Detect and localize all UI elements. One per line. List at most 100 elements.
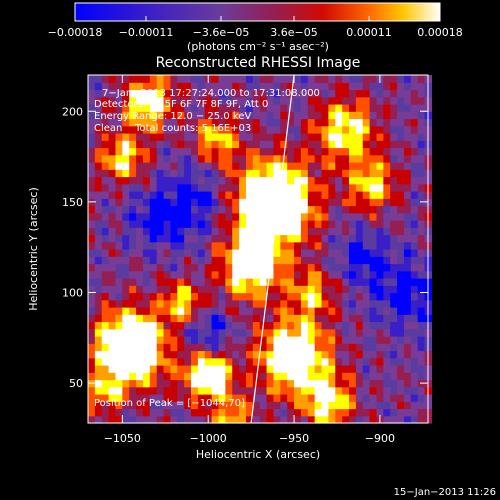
heatmap-cell	[129, 183, 137, 192]
heatmap-cell	[266, 241, 275, 250]
heatmap-cell	[349, 394, 357, 402]
heatmap-cell	[328, 336, 336, 344]
heatmap-cell	[314, 249, 323, 257]
heatmap-cell	[342, 292, 350, 301]
heatmap-cell	[94, 285, 103, 294]
heatmap-cell	[314, 198, 323, 207]
heatmap-cell	[349, 140, 357, 149]
heatmap-cell	[191, 169, 199, 178]
heatmap-cell	[362, 386, 371, 395]
heatmap-cell	[328, 401, 336, 410]
heatmap-cell	[417, 220, 426, 228]
heatmap-cell	[362, 415, 371, 424]
heatmap-cell	[191, 111, 199, 120]
heatmap-cell	[349, 270, 357, 279]
heatmap-cell	[266, 379, 275, 388]
heatmap-cell	[108, 154, 117, 163]
heatmap-cell	[273, 140, 281, 149]
heatmap-cell	[204, 227, 213, 236]
heatmap-cell	[273, 350, 281, 359]
heatmap-cell	[362, 292, 371, 301]
heatmap-cell	[355, 162, 364, 170]
heatmap-cell	[328, 263, 336, 272]
heatmap-cell	[355, 256, 364, 265]
heatmap-cell	[191, 328, 199, 337]
heatmap-cell	[225, 336, 233, 344]
heatmap-cell	[362, 154, 371, 163]
heatmap-cell	[115, 292, 123, 301]
heatmap-cell	[122, 386, 130, 395]
heatmap-cell	[266, 89, 275, 98]
heatmap-cell	[252, 89, 261, 98]
heatmap-cell	[342, 365, 350, 373]
heatmap-cell	[170, 263, 178, 272]
heatmap-cell	[149, 140, 158, 149]
heatmap-cell	[417, 89, 426, 98]
heatmap-cell	[266, 321, 275, 330]
heatmap-cell	[259, 408, 268, 417]
heatmap-cell	[383, 249, 391, 257]
heatmap-cell	[383, 307, 391, 315]
heatmap-cell	[142, 299, 151, 308]
heatmap-cell	[101, 263, 110, 272]
heatmap-cell	[403, 299, 412, 308]
heatmap-cell	[321, 285, 330, 294]
heatmap-cell	[122, 154, 130, 163]
heatmap-cell	[170, 198, 178, 207]
heatmap-cell	[252, 96, 261, 105]
heatmap-cell	[122, 133, 130, 141]
heatmap-cell	[197, 270, 206, 279]
heatmap-cell	[225, 191, 233, 199]
heatmap-cell	[211, 328, 220, 337]
heatmap-cell	[390, 299, 398, 308]
heatmap-cell	[273, 379, 281, 388]
heatmap-cell	[191, 365, 199, 373]
heatmap-cell	[376, 147, 384, 156]
heatmap-cell	[232, 162, 240, 170]
heatmap-cell	[280, 270, 288, 279]
heatmap-cell	[129, 234, 137, 243]
heatmap-cell	[417, 350, 426, 359]
heatmap-cell	[300, 147, 309, 156]
heatmap-cell	[342, 270, 350, 279]
heatmap-cell	[136, 270, 144, 279]
heatmap-cell	[300, 372, 309, 381]
heatmap-cell	[239, 401, 247, 410]
heatmap-cell	[129, 191, 137, 199]
heatmap-cell	[149, 82, 158, 91]
heatmap-cell	[266, 140, 275, 149]
heatmap-cell	[307, 205, 316, 214]
heatmap-cell	[287, 183, 295, 192]
heatmap-cell	[410, 357, 419, 366]
heatmap-cell	[280, 75, 288, 83]
heatmap-cell	[252, 162, 261, 170]
heatmap-cell	[239, 270, 247, 279]
heatmap-cell	[369, 118, 378, 127]
heatmap-cell	[88, 133, 96, 141]
heatmap-cell	[108, 133, 117, 141]
heatmap-cell	[383, 343, 391, 352]
heatmap-cell	[355, 401, 364, 410]
heatmap-cell	[197, 256, 206, 265]
heatmap-cell	[307, 140, 316, 149]
heatmap-cell	[156, 234, 165, 243]
heatmap-cell	[355, 89, 364, 98]
heatmap-cell	[170, 82, 178, 91]
heatmap-cell	[280, 314, 288, 323]
heatmap-cell	[314, 256, 323, 265]
heatmap-cell	[383, 140, 391, 149]
heatmap-cell	[397, 133, 405, 141]
heatmap-cell	[101, 176, 110, 185]
heatmap-cell	[287, 270, 295, 279]
heatmap-cell	[163, 205, 172, 214]
heatmap-cell	[294, 270, 302, 279]
heatmap-cell	[136, 111, 144, 120]
heatmap-cell	[245, 256, 254, 265]
heatmap-cell	[300, 198, 309, 207]
heatmap-cell	[177, 118, 185, 127]
heatmap-cell	[362, 104, 371, 112]
heatmap-cell	[239, 176, 247, 185]
heatmap-cell	[314, 104, 323, 112]
heatmap-cell	[239, 125, 247, 134]
